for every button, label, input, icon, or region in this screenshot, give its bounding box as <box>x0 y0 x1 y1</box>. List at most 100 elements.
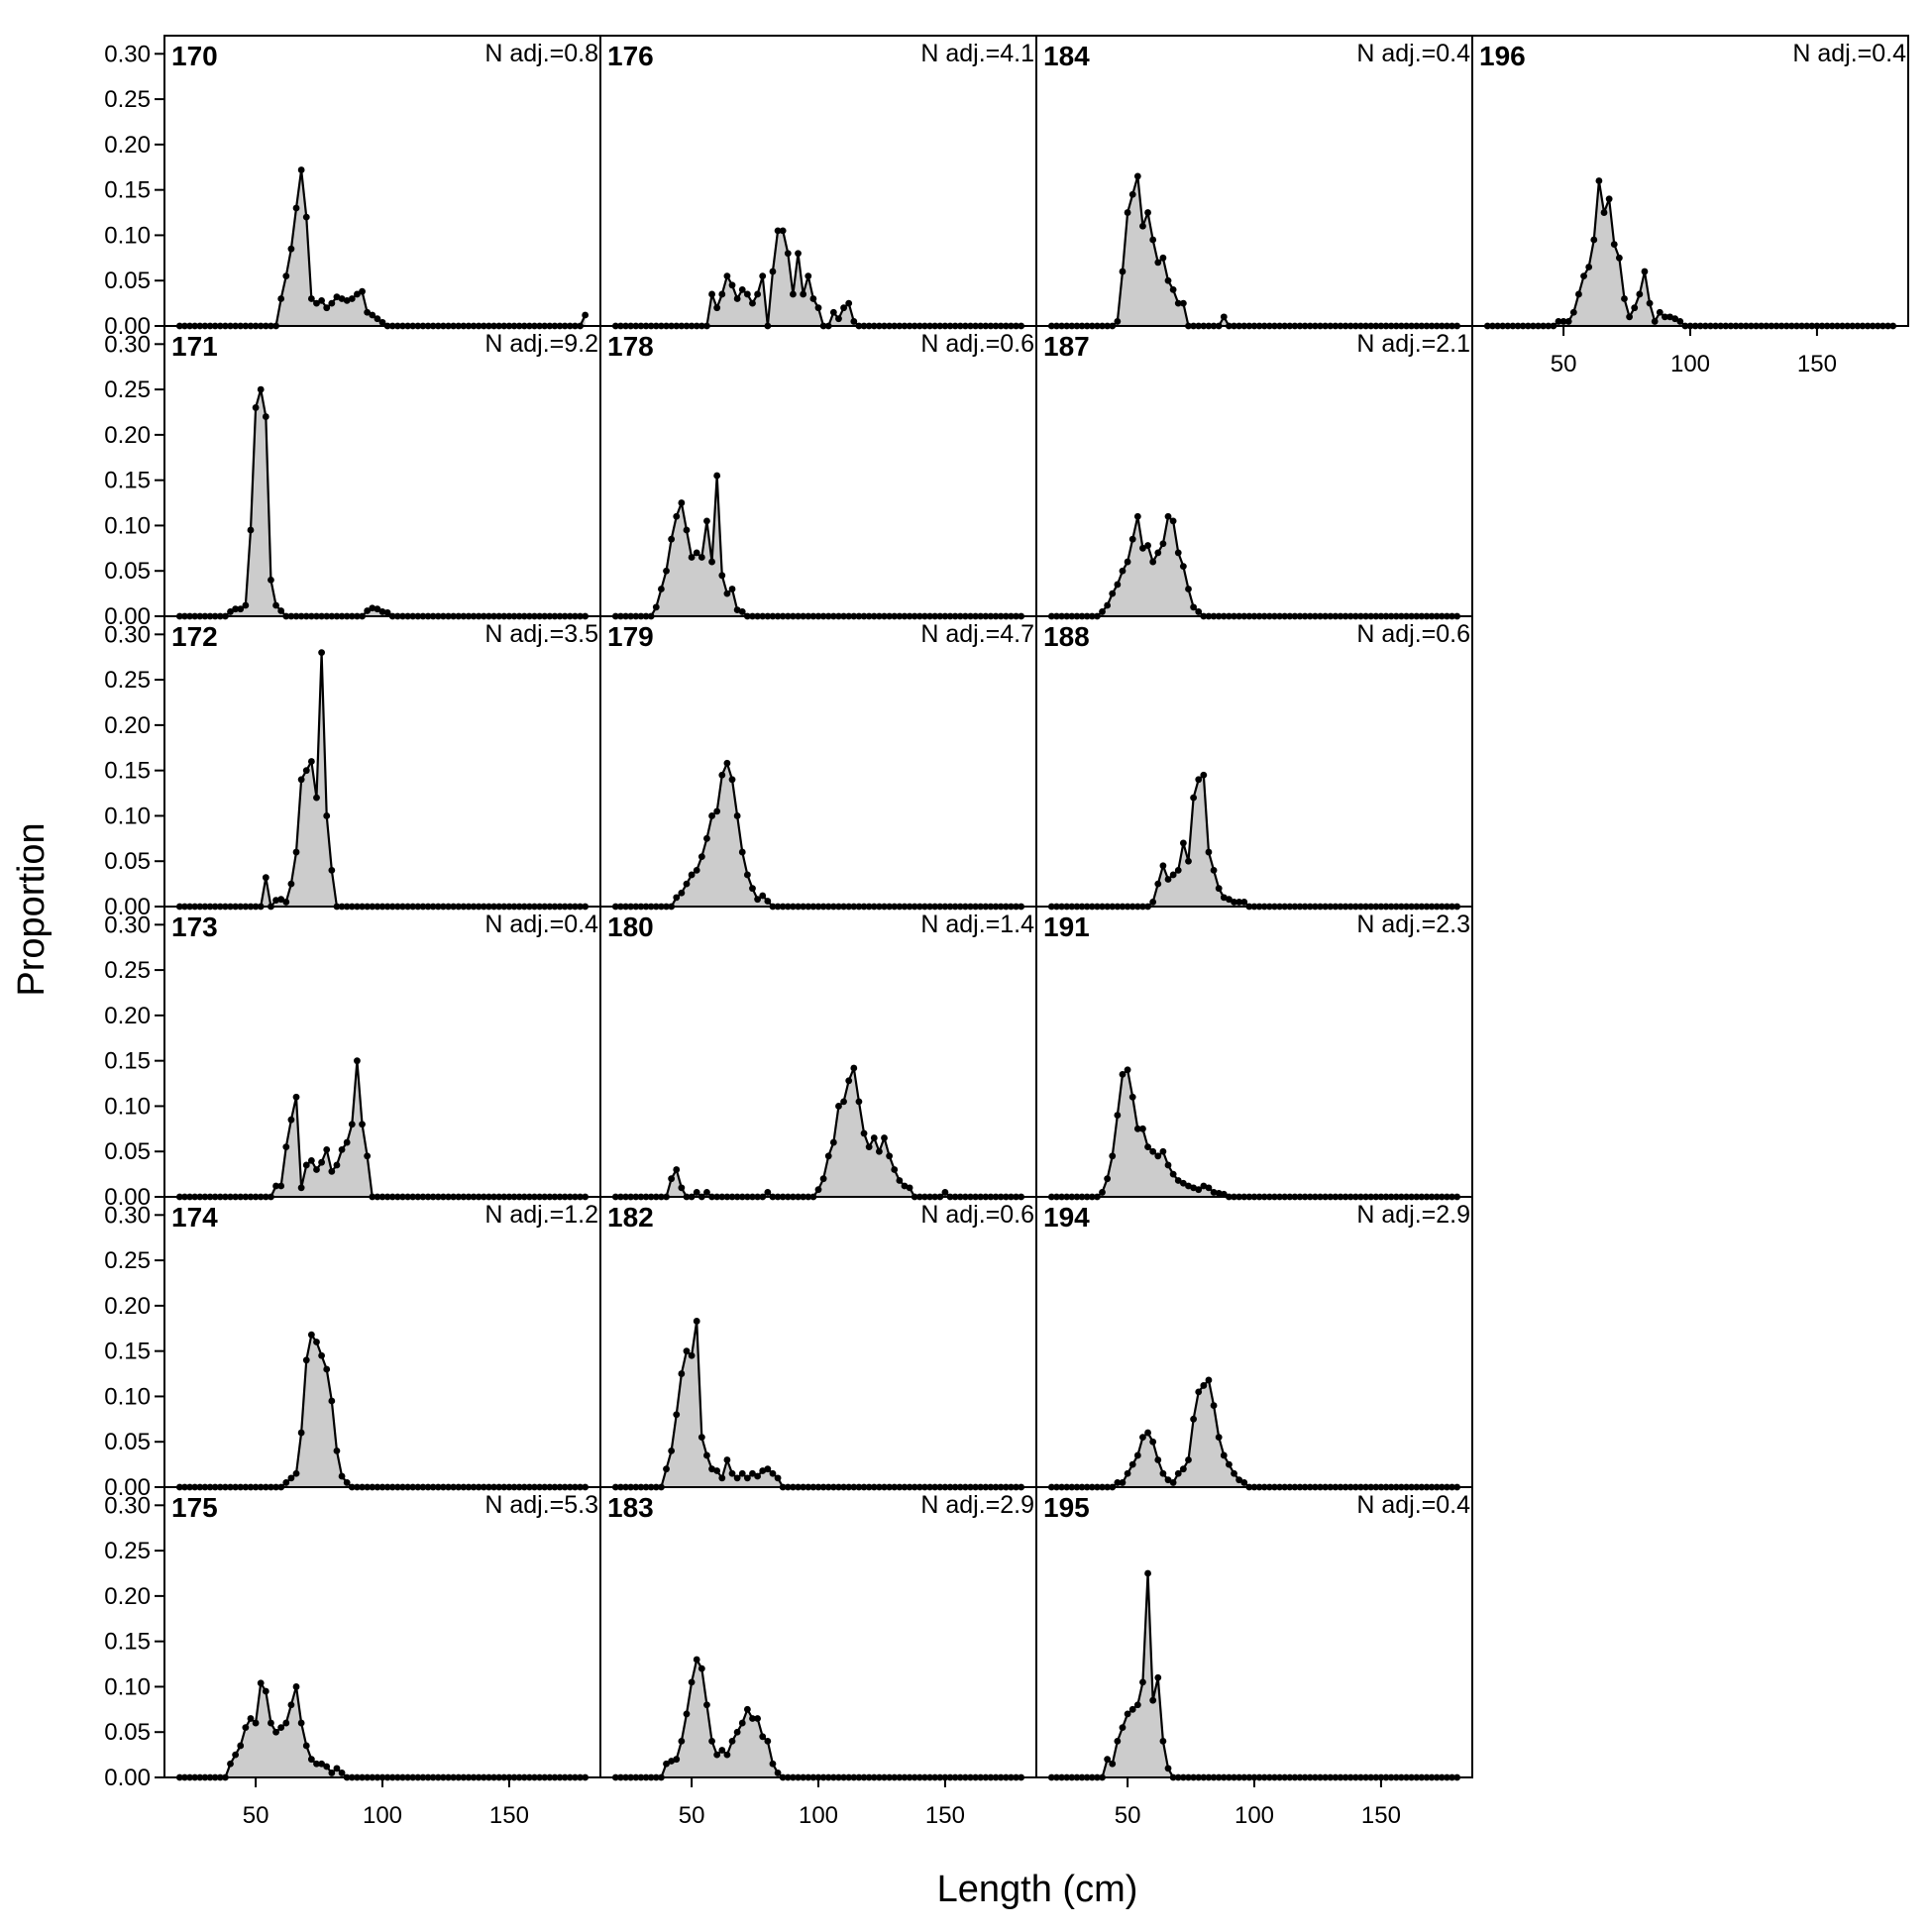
data-point <box>1109 590 1117 597</box>
data-point <box>1144 1143 1151 1151</box>
panel-id-label: 170 <box>171 41 218 71</box>
data-point <box>333 293 341 301</box>
panel-frame <box>599 35 1037 327</box>
data-point <box>323 1763 331 1771</box>
data-point <box>252 404 260 411</box>
data-point <box>1569 308 1577 316</box>
panel-187: 187 N adj.=2.1 <box>1035 325 1473 620</box>
data-point <box>297 1429 305 1437</box>
data-point <box>708 290 715 298</box>
data-point <box>749 299 756 307</box>
data-point <box>749 885 756 893</box>
data-point <box>708 558 715 566</box>
y-tick-label: 0.15 <box>104 1339 151 1365</box>
data-point <box>688 1351 696 1359</box>
data-point <box>328 866 336 874</box>
data-point <box>1128 1705 1136 1713</box>
data-point <box>1133 1701 1141 1709</box>
data-point <box>703 834 710 842</box>
data-point <box>292 1469 300 1477</box>
series-line-196 <box>1487 179 1893 328</box>
area-fill-195 <box>1051 1572 1457 1777</box>
data-point <box>374 605 381 613</box>
data-point <box>845 299 853 307</box>
data-point <box>242 1724 250 1732</box>
y-tick-label: 0.30 <box>104 41 151 67</box>
data-point <box>343 1479 351 1486</box>
data-point <box>683 1347 691 1355</box>
data-point <box>688 871 696 879</box>
data-point <box>1114 318 1122 325</box>
data-point <box>1149 1696 1157 1704</box>
data-point <box>277 896 285 904</box>
panel-195: 195 N adj.=0.4 <box>1035 1486 1473 1781</box>
panel-id-label: 187 <box>1043 331 1090 362</box>
y-tick-label: 0.15 <box>104 468 151 494</box>
data-point <box>774 1474 782 1482</box>
data-point <box>718 1474 726 1482</box>
area-fill-191 <box>1051 1069 1457 1197</box>
data-point <box>1128 1460 1136 1468</box>
data-point <box>1119 1724 1127 1732</box>
data-point <box>814 1186 822 1194</box>
panel-frame <box>163 615 601 908</box>
data-point <box>343 296 351 304</box>
area-fill-180 <box>615 1067 1021 1197</box>
data-point <box>688 1678 696 1686</box>
data-point <box>673 894 681 902</box>
data-point <box>829 308 837 316</box>
n-adj-label: N adj.=0.4 <box>1792 40 1906 67</box>
data-point <box>1174 1469 1182 1477</box>
x-axis-195: 50 100 150 <box>1115 1777 1401 1829</box>
data-point <box>328 1770 336 1776</box>
data-point <box>1190 1184 1197 1192</box>
x-tick-label: 150 <box>489 1802 529 1829</box>
area-fill-194 <box>1051 1379 1457 1487</box>
data-point <box>754 896 761 904</box>
data-point <box>1179 839 1187 847</box>
data-point <box>1139 544 1146 552</box>
panel-id-label: 171 <box>171 331 218 362</box>
data-point <box>1174 1177 1182 1184</box>
data-point <box>1154 1152 1162 1160</box>
data-point <box>693 1656 700 1664</box>
panel-frame <box>599 615 1037 908</box>
data-point <box>668 1758 676 1765</box>
data-point <box>845 1077 853 1085</box>
data-point <box>693 1318 700 1325</box>
panel-frame <box>599 1196 1037 1488</box>
data-point <box>743 1474 751 1482</box>
data-point <box>282 899 290 906</box>
data-point <box>374 315 381 323</box>
data-point <box>369 311 376 319</box>
data-point <box>1195 1186 1203 1194</box>
data-point <box>723 1751 731 1759</box>
data-point <box>738 285 746 293</box>
data-point <box>1220 894 1228 902</box>
data-point <box>759 1467 767 1474</box>
area-fill-182 <box>615 1321 1021 1487</box>
data-point <box>708 1737 715 1745</box>
y-tick-label: 0.30 <box>104 912 151 938</box>
panel-id-label: 188 <box>1043 621 1090 652</box>
data-point <box>1144 209 1151 216</box>
data-point <box>1154 880 1162 888</box>
data-point <box>247 526 255 534</box>
x-tick-label: 50 <box>679 1802 705 1829</box>
data-point <box>728 281 736 289</box>
data-point <box>307 1756 315 1764</box>
data-point <box>1139 1125 1146 1132</box>
data-point <box>1564 318 1572 325</box>
data-point <box>1144 542 1151 549</box>
data-point <box>307 1156 315 1164</box>
data-point <box>333 1161 341 1169</box>
data-point <box>723 1456 731 1463</box>
data-point <box>663 1760 670 1768</box>
data-point <box>790 290 797 298</box>
data-point <box>860 1129 868 1137</box>
data-point <box>779 227 787 235</box>
data-point <box>800 290 807 298</box>
data-point <box>328 299 336 307</box>
y-tick-label: 0.10 <box>104 803 151 829</box>
